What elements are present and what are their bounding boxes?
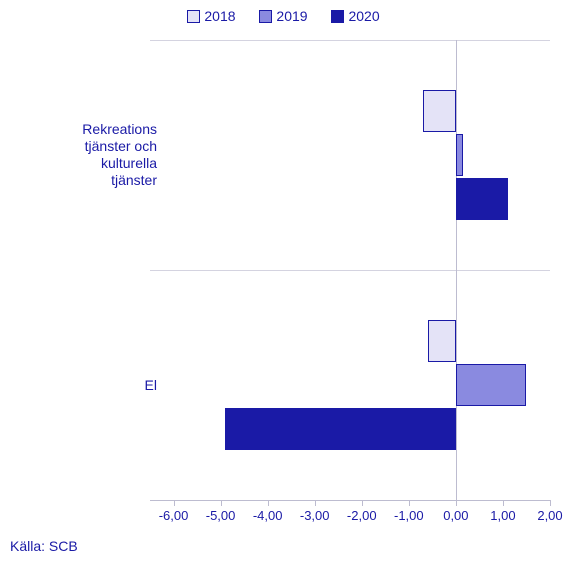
x-tick <box>315 500 316 506</box>
bar <box>225 408 456 450</box>
x-axis-line <box>150 500 550 501</box>
x-tick-label: -5,00 <box>201 508 241 523</box>
source-prefix: Källa: <box>10 538 49 554</box>
legend: 2018 2019 2020 <box>0 8 567 24</box>
x-tick-label: -3,00 <box>295 508 335 523</box>
x-tick-label: -4,00 <box>248 508 288 523</box>
x-tick-label: 2,00 <box>530 508 567 523</box>
source-label: Källa: SCB <box>10 538 78 554</box>
legend-label-2020: 2020 <box>348 8 379 24</box>
x-tick-label: 0,00 <box>436 508 476 523</box>
legend-swatch-2018 <box>187 10 200 23</box>
legend-item-2018: 2018 <box>187 8 235 24</box>
legend-item-2020: 2020 <box>331 8 379 24</box>
category-label: El <box>17 377 157 394</box>
x-tick <box>174 500 175 506</box>
bar <box>456 364 527 406</box>
legend-item-2019: 2019 <box>259 8 307 24</box>
x-tick-label: -6,00 <box>154 508 194 523</box>
legend-swatch-2020 <box>331 10 344 23</box>
legend-label-2018: 2018 <box>204 8 235 24</box>
bar <box>428 320 456 362</box>
bar <box>456 134 463 176</box>
plot-area: -6,00-5,00-4,00-3,00-2,00-1,000,001,002,… <box>150 40 550 500</box>
x-tick-label: 1,00 <box>483 508 523 523</box>
bar <box>423 90 456 132</box>
x-tick <box>221 500 222 506</box>
x-tick <box>362 500 363 506</box>
x-tick <box>409 500 410 506</box>
x-tick-label: -1,00 <box>389 508 429 523</box>
source-text: SCB <box>49 538 78 554</box>
gridline <box>150 40 550 41</box>
x-tick <box>268 500 269 506</box>
x-tick-label: -2,00 <box>342 508 382 523</box>
x-tick <box>456 500 457 506</box>
x-tick <box>550 500 551 506</box>
x-tick <box>503 500 504 506</box>
legend-label-2019: 2019 <box>276 8 307 24</box>
category-label: Rekreations tjänster och kulturella tjän… <box>17 121 157 188</box>
bar <box>456 178 508 220</box>
zero-line <box>456 40 457 500</box>
legend-swatch-2019 <box>259 10 272 23</box>
gridline <box>150 270 550 271</box>
